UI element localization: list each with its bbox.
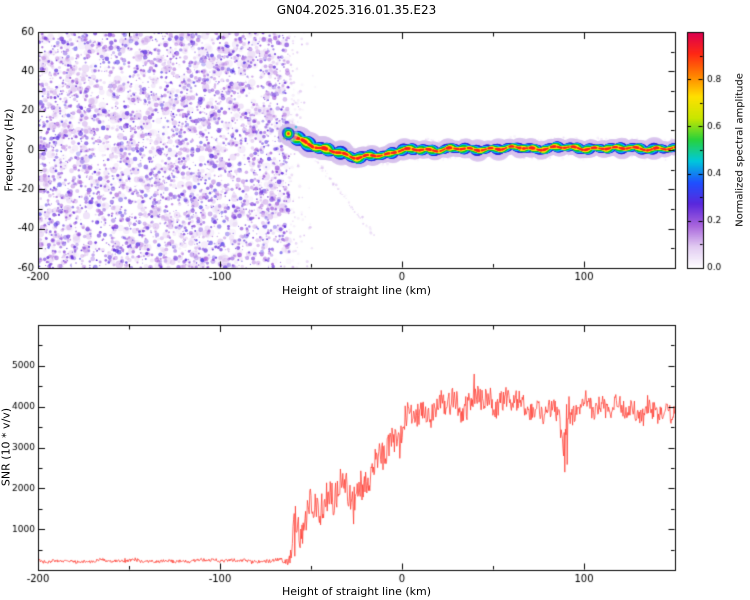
snr-ylabel: SNR (10 * v/v) [0,407,13,487]
spectrogram-ylabel: Frequency (Hz) [2,108,16,192]
colorbar-label: Normalized spectral amplitude [734,73,746,227]
chart-title: GN04.2025.316.01.35.E23 [276,3,437,17]
snr-xlabel: Height of straight line (km) [281,585,432,598]
spectrogram-xlabel: Height of straight line (km) [281,284,432,297]
